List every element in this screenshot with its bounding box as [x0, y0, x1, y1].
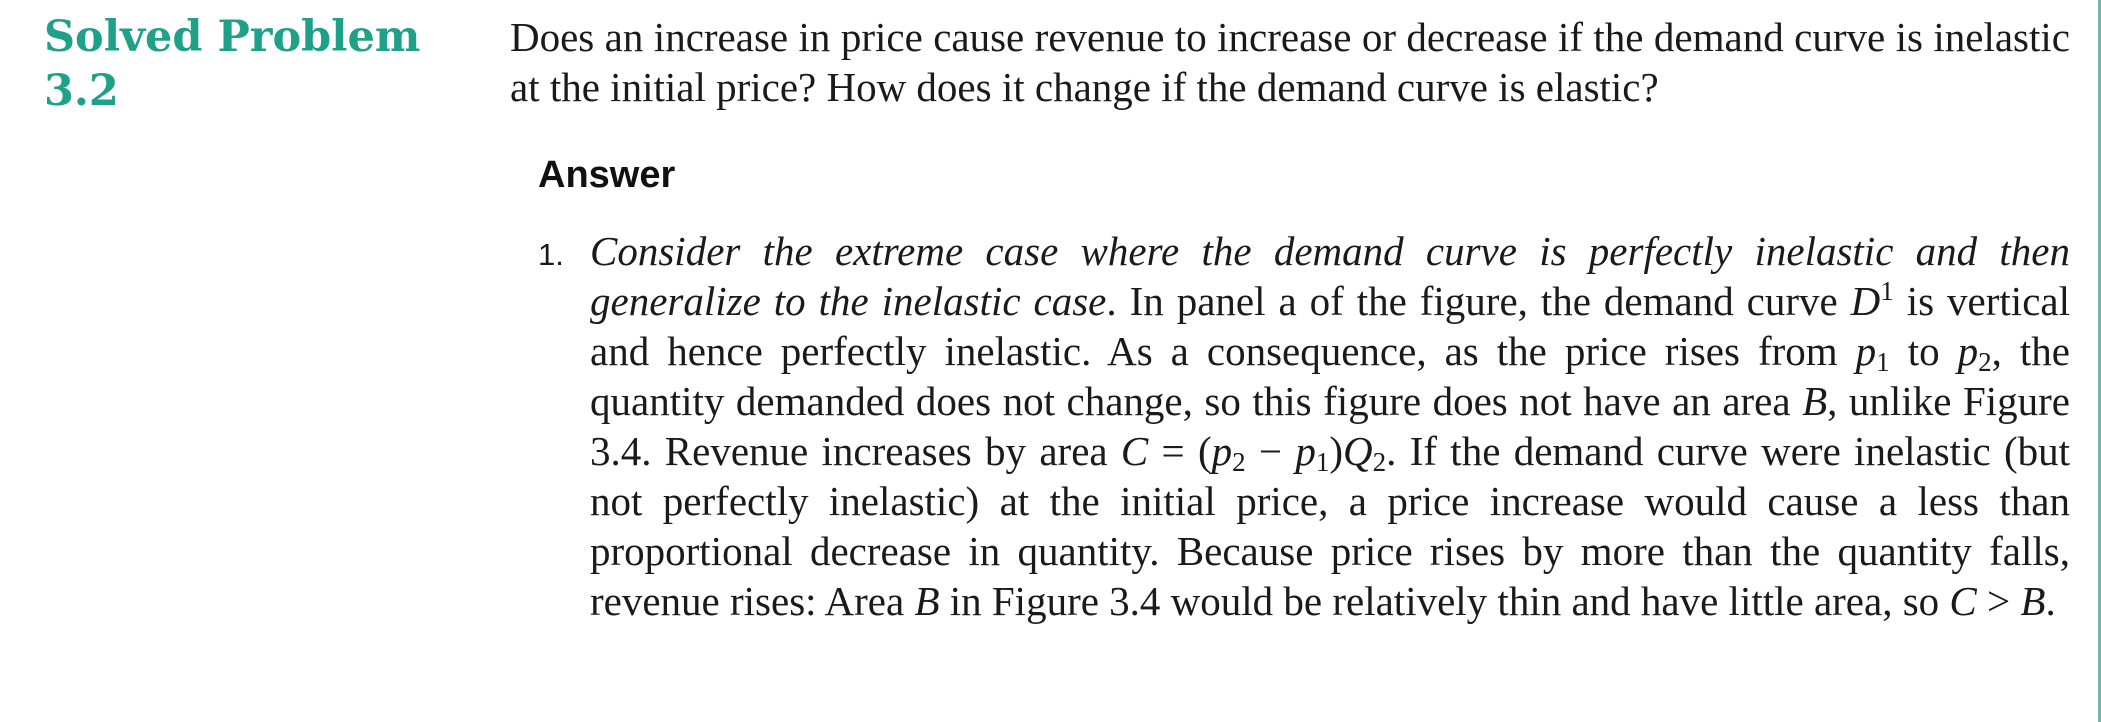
- superscript-1: 1: [1880, 276, 1894, 307]
- math-var-b: B: [914, 578, 940, 624]
- text-run: . If the demand curve were inelastic (bu…: [590, 428, 2070, 624]
- math-var-p: p: [1211, 428, 1233, 474]
- subscript-2: 2: [1232, 446, 1246, 477]
- text-run: = (: [1148, 428, 1212, 474]
- text-run: in Figure 3.4 would be relatively thin a…: [939, 578, 1950, 624]
- answer-lead-italic: Consider the extreme case where the dema…: [590, 228, 2070, 324]
- answer-item-text: Consider the extreme case where the dema…: [590, 226, 2070, 626]
- text-run: .: [2045, 578, 2056, 624]
- math-var-p: p: [1957, 328, 1979, 374]
- problem-label-title: Solved Problem: [44, 12, 421, 62]
- math-var-p: p: [1855, 328, 1877, 374]
- problem-question: Does an increase in price cause revenue …: [510, 14, 2070, 110]
- text-run: to: [1889, 328, 1958, 374]
- answer-heading: Answer: [538, 154, 676, 196]
- text-run: >: [1976, 578, 2021, 624]
- subscript-2: 2: [1978, 346, 1992, 377]
- text-run: , unlike Figure 3.4. Revenue increases b…: [590, 378, 2070, 474]
- subscript-1: 1: [1315, 446, 1330, 477]
- math-var-p: p: [1295, 428, 1316, 474]
- answer-item-number: 1.: [538, 237, 564, 272]
- math-var-q: Q: [1343, 428, 1373, 474]
- subscript-2: 2: [1372, 446, 1387, 477]
- math-var-c: C: [1949, 578, 1977, 624]
- math-var-b: B: [1802, 378, 1828, 424]
- text-run: ): [1329, 428, 1344, 474]
- text-run: −: [1245, 428, 1296, 474]
- math-var-b: B: [2020, 578, 2046, 624]
- problem-label-number: 3.2: [44, 66, 119, 116]
- math-var-c: C: [1120, 428, 1149, 474]
- problem-label: Solved Problem 3.2: [44, 10, 464, 118]
- subscript-1: 1: [1876, 346, 1890, 377]
- text-run: , the quantity demanded does not change,…: [590, 328, 2070, 424]
- text-run: is vertical and hence perfectly inelasti…: [590, 278, 2070, 374]
- math-var-d: D: [1850, 278, 1881, 324]
- text-run: . In panel a of the figure, the demand c…: [1106, 278, 1851, 324]
- page-edge-rule: [2098, 0, 2101, 722]
